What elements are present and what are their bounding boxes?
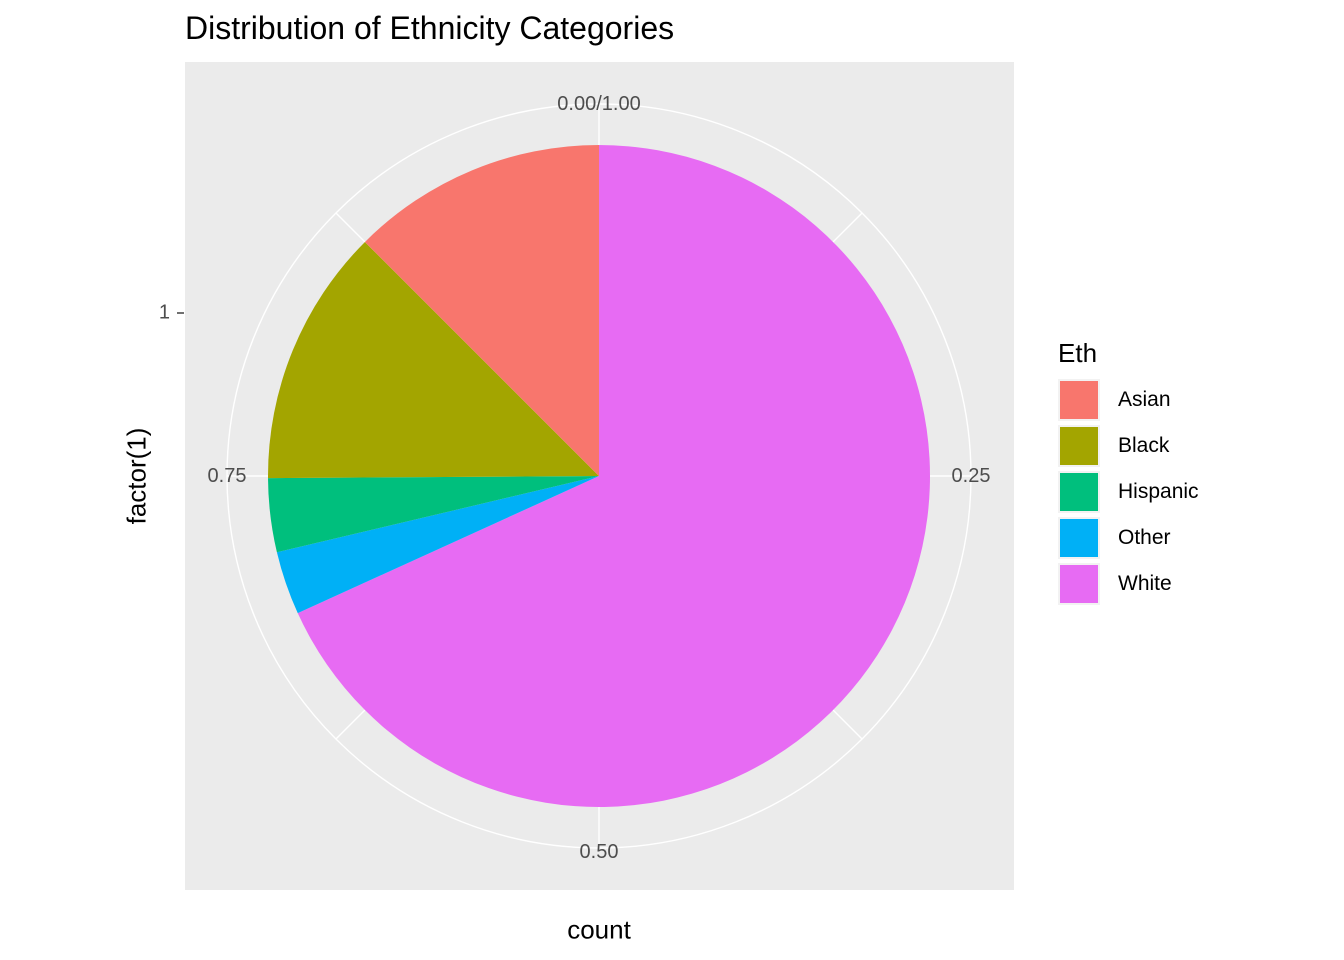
legend-item-hispanic: Hispanic (1058, 469, 1199, 515)
pie-slices (268, 145, 931, 807)
legend-label: Asian (1118, 388, 1171, 411)
legend-swatch (1058, 471, 1100, 513)
legend-swatch (1058, 379, 1100, 421)
angle-tick-label: 0.75 (208, 465, 247, 487)
pie-slice-white (297, 145, 931, 807)
angle-tick-label: 0.00/1.00 (557, 93, 640, 115)
legend-item-black: Black (1058, 423, 1199, 469)
legend-title: Eth (1058, 338, 1098, 368)
legend-label: Other (1118, 526, 1171, 549)
angle-tick-label: 0.25 (952, 465, 991, 487)
legend-item-white: White (1058, 561, 1199, 607)
legend-label: Black (1118, 434, 1170, 457)
legend-item-other: Other (1058, 515, 1199, 561)
pie-slice-other (276, 476, 599, 614)
pie-slice-asian (364, 145, 599, 476)
chart-title: Distribution of Ethnicity Categories (185, 10, 675, 46)
x-axis-label: count (567, 914, 631, 945)
legend: Eth Asian Black Hispanic Other White (1058, 338, 1199, 607)
angle-tick-label: 0.50 (580, 841, 619, 863)
y-axis-label: factor(1) (121, 427, 152, 525)
pie-slice-hispanic (268, 476, 599, 553)
legend-item-asian: Asian (1058, 377, 1199, 423)
legend-swatch (1058, 425, 1100, 467)
legend-swatch (1058, 517, 1100, 559)
legend-label: White (1118, 572, 1172, 595)
legend-swatch (1058, 563, 1100, 605)
y-tick-label: 1 (158, 301, 170, 324)
pie-slice-black (268, 241, 599, 479)
legend-label: Hispanic (1118, 480, 1199, 503)
